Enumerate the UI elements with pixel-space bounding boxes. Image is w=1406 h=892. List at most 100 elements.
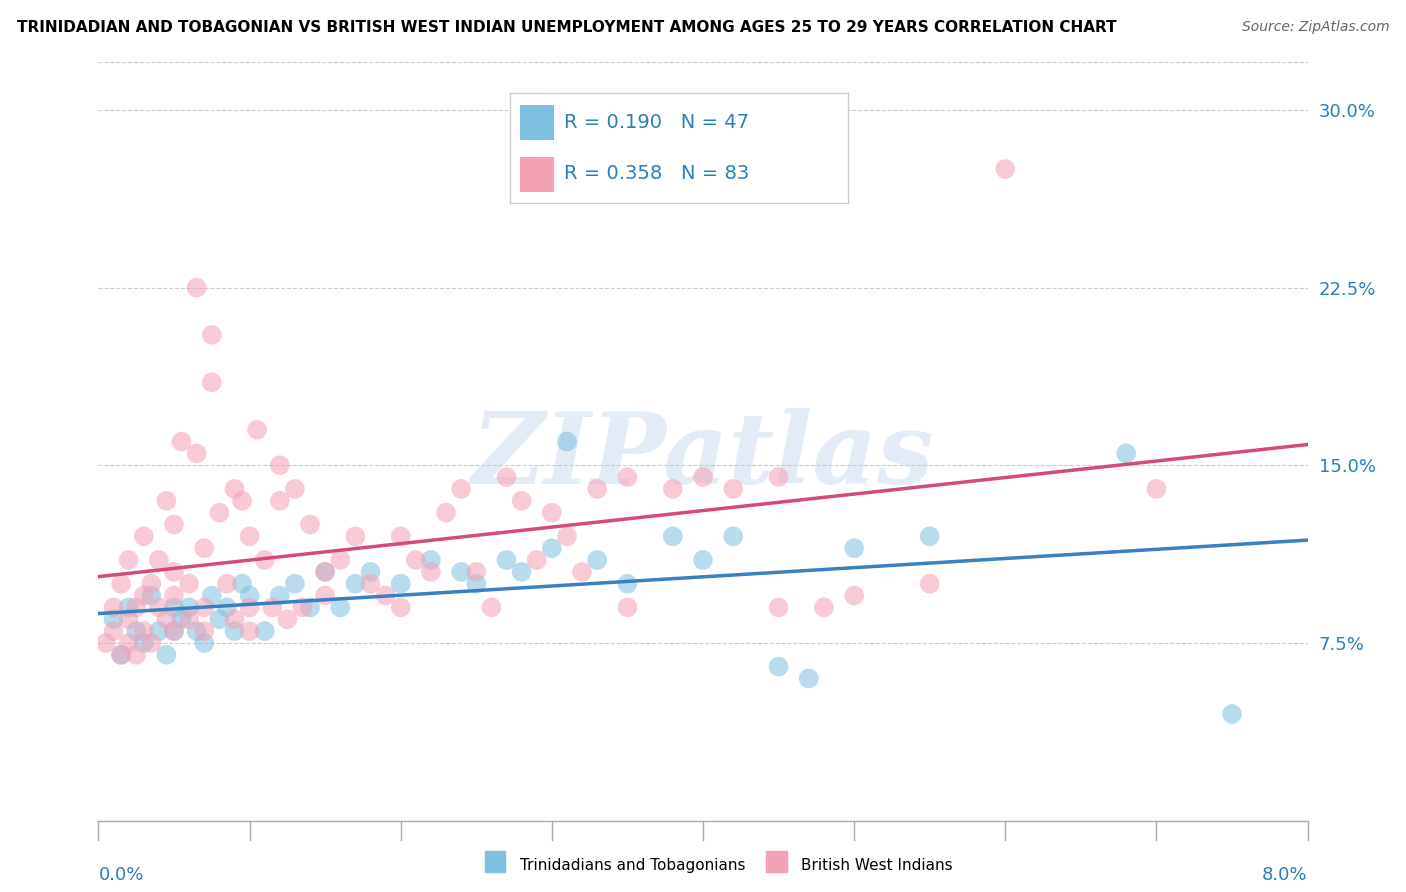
- Point: [692, 553, 714, 567]
- Point: [616, 576, 638, 591]
- Point: [314, 589, 336, 603]
- Point: [616, 470, 638, 484]
- Point: [526, 553, 548, 567]
- Point: [141, 589, 163, 603]
- Point: [420, 553, 443, 567]
- Point: [918, 529, 941, 543]
- Point: [329, 600, 352, 615]
- Point: [231, 493, 253, 508]
- Point: [284, 482, 307, 496]
- Point: [269, 493, 291, 508]
- Point: [148, 624, 170, 639]
- Point: [495, 470, 517, 484]
- Point: [692, 470, 714, 484]
- Point: [224, 624, 246, 639]
- Point: [193, 541, 215, 556]
- Point: [465, 576, 488, 591]
- Point: [193, 624, 215, 639]
- Point: [155, 612, 177, 626]
- Point: [616, 600, 638, 615]
- Point: [768, 600, 790, 615]
- Point: [994, 162, 1017, 177]
- Point: [201, 589, 224, 603]
- Point: [344, 576, 367, 591]
- Point: [450, 565, 472, 579]
- Point: [495, 553, 517, 567]
- Point: [276, 612, 298, 626]
- Point: [103, 612, 125, 626]
- Point: [540, 506, 562, 520]
- Point: [555, 529, 578, 543]
- Point: [186, 624, 208, 639]
- Point: [118, 553, 141, 567]
- Point: [813, 600, 835, 615]
- Text: TRINIDADIAN AND TOBAGONIAN VS BRITISH WEST INDIAN UNEMPLOYMENT AMONG AGES 25 TO : TRINIDADIAN AND TOBAGONIAN VS BRITISH WE…: [17, 20, 1116, 35]
- Point: [224, 482, 246, 496]
- Point: [284, 576, 307, 591]
- Text: 0.0%: 0.0%: [98, 866, 143, 884]
- Point: [262, 600, 284, 615]
- Point: [253, 553, 276, 567]
- Point: [186, 280, 208, 294]
- Point: [571, 565, 593, 579]
- Point: [155, 648, 177, 662]
- Point: [208, 612, 231, 626]
- Point: [246, 423, 269, 437]
- Point: [201, 327, 224, 342]
- Point: [434, 506, 457, 520]
- Point: [314, 565, 336, 579]
- Point: [389, 529, 412, 543]
- Point: [239, 600, 262, 615]
- Point: [110, 648, 132, 662]
- Point: [844, 589, 866, 603]
- Point: [239, 589, 262, 603]
- Point: [148, 553, 170, 567]
- Point: [465, 565, 488, 579]
- Point: [141, 636, 163, 650]
- Point: [118, 636, 141, 650]
- Point: [586, 553, 609, 567]
- Text: Trinidadians and Tobagonians: Trinidadians and Tobagonians: [520, 858, 745, 872]
- Point: [215, 600, 238, 615]
- Point: [239, 624, 262, 639]
- Point: [148, 600, 170, 615]
- Point: [132, 636, 155, 650]
- Point: [768, 470, 790, 484]
- Point: [215, 576, 238, 591]
- Text: Source: ZipAtlas.com: Source: ZipAtlas.com: [1241, 20, 1389, 34]
- Point: [510, 565, 533, 579]
- Point: [253, 624, 276, 639]
- Point: [110, 648, 132, 662]
- Point: [163, 600, 186, 615]
- Point: [125, 648, 148, 662]
- Point: [586, 482, 609, 496]
- Point: [329, 553, 352, 567]
- Point: [141, 576, 163, 591]
- Point: [344, 529, 367, 543]
- Point: [918, 576, 941, 591]
- Point: [661, 529, 683, 543]
- Point: [1146, 482, 1168, 496]
- Point: [768, 659, 790, 673]
- Text: ZIPatlas: ZIPatlas: [472, 409, 934, 505]
- Point: [723, 529, 745, 543]
- Point: [510, 493, 533, 508]
- Point: [723, 482, 745, 496]
- Point: [1220, 706, 1243, 721]
- Point: [269, 458, 291, 473]
- Point: [170, 612, 193, 626]
- Point: [186, 446, 208, 460]
- Point: [269, 589, 291, 603]
- Point: [179, 612, 201, 626]
- Point: [389, 600, 412, 615]
- Point: [163, 624, 186, 639]
- Point: [360, 576, 382, 591]
- Point: [540, 541, 562, 556]
- Point: [118, 612, 141, 626]
- Point: [1115, 446, 1137, 460]
- Point: [125, 624, 148, 639]
- Point: [155, 493, 177, 508]
- Point: [481, 600, 503, 615]
- Point: [163, 517, 186, 532]
- Point: [163, 565, 186, 579]
